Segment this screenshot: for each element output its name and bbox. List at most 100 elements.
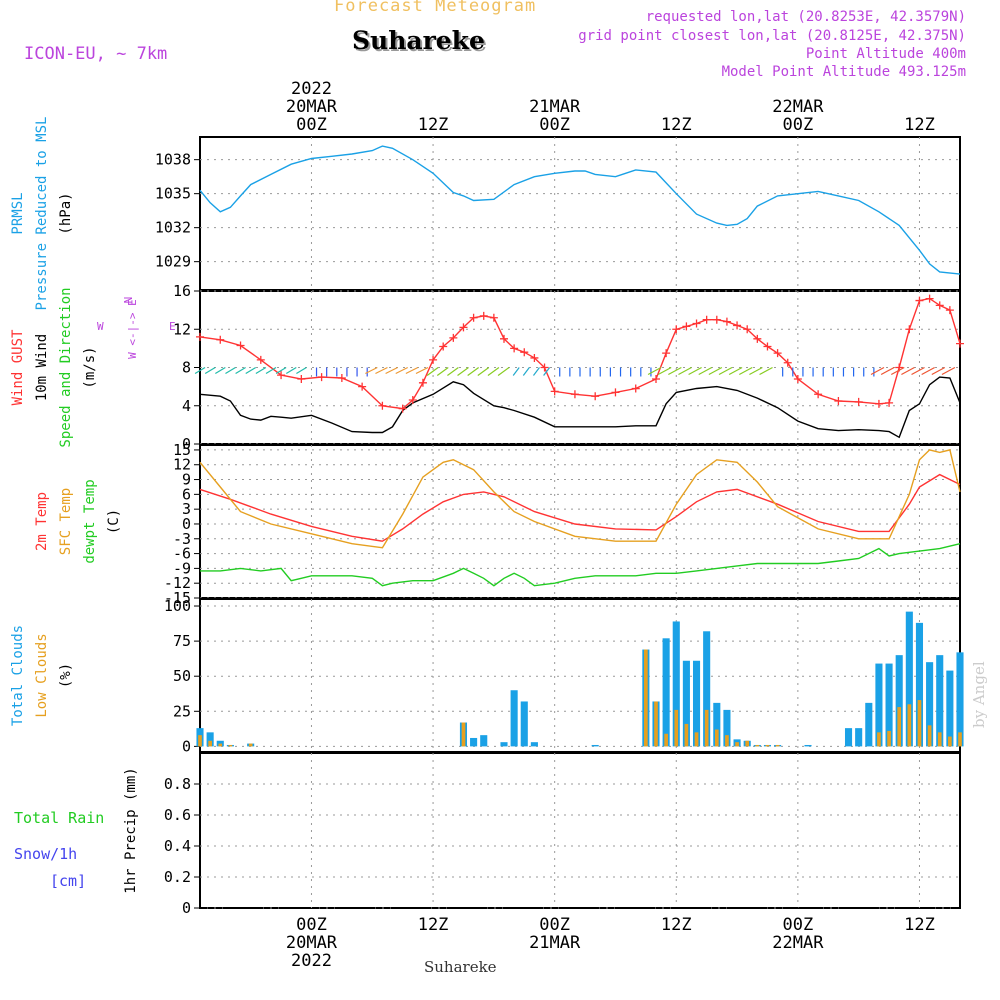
wind-gust-point	[753, 334, 762, 343]
clouds-tick-label: 100	[164, 597, 191, 615]
temp-axis-label: (C)	[106, 509, 122, 534]
top-time-label: 00Z	[296, 115, 327, 135]
wind-gust-point	[682, 322, 691, 331]
top-time-label: 00Z	[783, 115, 814, 135]
temp-tick-label: -15	[164, 589, 191, 607]
wind-gust-point	[408, 396, 417, 405]
wind-arrow	[385, 366, 398, 375]
precip-side-label: Total Rain	[14, 809, 104, 827]
total-cloud-bar	[885, 663, 893, 747]
top-time-label: 12Z	[418, 115, 449, 135]
wind-arrow	[225, 366, 236, 375]
wind-arrow	[708, 366, 723, 376]
total-cloud-bar	[713, 702, 721, 747]
wind-gust-point	[216, 335, 225, 344]
wind-gust-point	[712, 315, 721, 324]
wind-arrow	[698, 366, 713, 376]
total-cloud-bar	[723, 709, 731, 747]
wind-gust-line	[199, 297, 961, 410]
wind-arrow	[738, 366, 753, 376]
total-cloud-bar	[844, 728, 853, 747]
wind-gust-point	[439, 342, 448, 351]
precip-side-label: [cm]	[50, 872, 86, 890]
total-cloud-bar	[915, 622, 924, 747]
total-cloud-bar	[480, 735, 488, 747]
total-cloud-bar	[520, 701, 528, 747]
wind-gust-point	[256, 355, 265, 364]
pressure-axis-label: PRMSL	[10, 192, 26, 234]
station-title: Suhareke	[352, 26, 485, 55]
wind-arrow	[657, 366, 672, 376]
total-cloud-bar	[510, 690, 518, 747]
wind-gust-point	[449, 333, 458, 342]
wind-arrow	[543, 367, 551, 376]
low-cloud-bar	[775, 744, 780, 747]
wind-arrow	[477, 367, 490, 376]
wind-arrow	[911, 366, 925, 376]
wind-gust-point	[317, 373, 326, 382]
wind-gust-point	[591, 392, 600, 401]
top-time-label: 12Z	[904, 115, 935, 135]
wind-arrow	[235, 366, 246, 375]
wind-gust-point	[540, 363, 549, 372]
clouds-axis-label: (%)	[58, 663, 74, 688]
temp-tick-label: -6	[173, 545, 191, 563]
pressure-axis-label: (hPa)	[58, 192, 74, 234]
low-cloud-bar	[755, 744, 760, 747]
total-cloud-bar	[926, 662, 934, 747]
compass-n: N	[122, 297, 135, 304]
clouds-axis-label: Total Clouds	[10, 625, 26, 726]
wind-arrow	[870, 366, 885, 376]
wind-arrow	[647, 366, 662, 376]
precip-tick-label: 0.6	[164, 806, 191, 824]
wind-gust-point	[196, 332, 204, 341]
precip-side-label: Snow/1h	[14, 845, 77, 863]
wind-gust-point	[378, 401, 387, 410]
clouds-tick-label: 75	[173, 632, 191, 650]
wind-arrow	[497, 367, 510, 376]
temp-axis-label: 2m Temp	[34, 492, 50, 551]
low-cloud-bar	[907, 704, 912, 747]
dewpoint-line	[200, 543, 961, 587]
wind-tick-label: 12	[173, 320, 191, 338]
clouds-axis-label: Low Clouds	[34, 633, 50, 717]
wind-arrow	[255, 366, 267, 375]
wind-gust-point	[733, 321, 742, 330]
wind-arrow	[457, 367, 469, 376]
wind-gust-point	[935, 301, 944, 310]
low-cloud-bar	[654, 701, 658, 747]
compass-e: E	[169, 320, 176, 333]
wind-gust-point	[429, 355, 438, 364]
clouds-tick-label: 0	[182, 737, 191, 755]
pressure-tick-label: 1032	[155, 219, 191, 237]
wind-gust-point	[479, 311, 488, 320]
total-cloud-bar	[865, 702, 873, 747]
wind-arrow	[245, 366, 257, 375]
temp-tick-label: -3	[173, 530, 191, 548]
low-cloud-bar	[694, 732, 699, 747]
total-cloud-bar	[895, 655, 903, 747]
wind-arrow	[395, 366, 409, 375]
compass-axis: W <-|-> E	[126, 299, 139, 359]
wind-arrow	[668, 366, 682, 376]
wind-arrow	[415, 366, 429, 375]
wind-axis-label: 10m Wind	[34, 334, 50, 401]
wind-tick-label: 16	[173, 282, 191, 300]
temp-tick-label: 12	[173, 456, 191, 474]
wind-arrow	[447, 367, 459, 376]
wind-arrow	[487, 367, 500, 376]
wind-gust-point	[793, 374, 802, 383]
wind-gust-point	[570, 390, 579, 399]
low-cloud-bar	[218, 743, 223, 747]
wind-gust-point	[652, 374, 660, 383]
wind-tick-label: 0	[182, 435, 191, 453]
low-cloud-bar	[664, 733, 668, 747]
wind-gust-point	[459, 323, 468, 332]
sfc-temp-line	[199, 449, 961, 549]
wind-arrow	[941, 366, 956, 376]
bottom-time-label: 21MAR	[529, 933, 581, 953]
temp-tick-label: -12	[164, 574, 191, 592]
low-cloud-bar	[887, 730, 891, 747]
top-time-label: 2022	[291, 79, 332, 99]
bottom-time-label: 00Z	[539, 915, 570, 935]
